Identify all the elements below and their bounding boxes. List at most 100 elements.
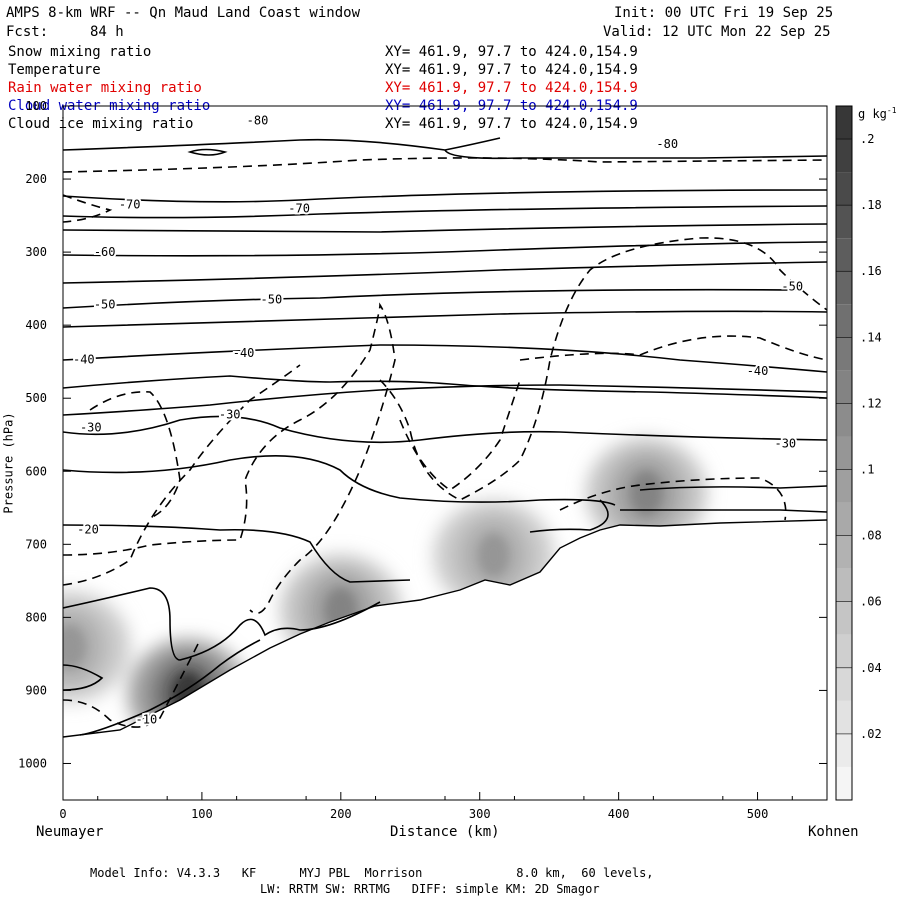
contour-inner-a bbox=[529, 499, 609, 533]
right-endpoint-label: Kohnen bbox=[808, 824, 859, 840]
y-tick-label: 900 bbox=[25, 683, 47, 697]
contour-lower-b bbox=[63, 664, 104, 691]
contour-label: -20 bbox=[77, 523, 99, 537]
colorbar-bin bbox=[836, 172, 852, 206]
left-endpoint-label: Neumayer bbox=[36, 824, 104, 840]
model-physics: LW: RRTM SW: RRTMG DIFF: simple KM: 2D S… bbox=[260, 882, 600, 896]
contour-minus-80b bbox=[187, 148, 228, 156]
snow-blob-core bbox=[63, 624, 86, 669]
colorbar-tick-label: .06 bbox=[860, 595, 882, 609]
contour-label: -30 bbox=[219, 407, 241, 421]
colorbar-tick-label: .14 bbox=[860, 330, 882, 344]
colorbar-bin bbox=[836, 667, 852, 701]
colorbar-bin bbox=[836, 304, 852, 338]
y-tick-label: 400 bbox=[25, 318, 47, 332]
colorbar-tick-label: .12 bbox=[860, 396, 882, 410]
x-axis: 0 100 200 300 400 500 bbox=[59, 792, 793, 821]
contour-label: -40 bbox=[233, 346, 255, 360]
colorbar-bin bbox=[836, 502, 852, 536]
colorbar-bin bbox=[836, 766, 852, 800]
colorbar-frame bbox=[835, 105, 853, 801]
snow-field bbox=[63, 438, 707, 737]
colorbar-bin bbox=[836, 634, 852, 668]
x-tick-label: 400 bbox=[608, 807, 630, 821]
contour-minus-30 bbox=[63, 415, 827, 444]
ice-contour-ridge bbox=[559, 477, 787, 521]
y-tick-label: 600 bbox=[25, 464, 47, 478]
field-name-snow: Snow mixing ratio bbox=[8, 44, 152, 60]
colorbar-bin bbox=[836, 403, 852, 437]
colorbar-bin bbox=[836, 469, 852, 503]
contour-minus-80c bbox=[444, 149, 827, 160]
contour-label: -80 bbox=[656, 137, 678, 151]
colorbar-bin bbox=[836, 106, 852, 140]
colorbar-tick-label: .16 bbox=[860, 264, 882, 278]
y-tick-label: 300 bbox=[25, 245, 47, 259]
snow-blob-core bbox=[477, 533, 510, 578]
contour-label: -10 bbox=[136, 713, 158, 727]
x-tick-label: 200 bbox=[330, 807, 352, 821]
snow-shading bbox=[63, 438, 707, 737]
colorbar-bin bbox=[836, 733, 852, 767]
y-axis: 100 200 300 400 500 600 700 800 900 1000 bbox=[18, 99, 827, 770]
colorbar-bin bbox=[836, 700, 852, 734]
ice-contour-lower-left bbox=[63, 364, 301, 586]
contour-minus-80a bbox=[63, 137, 501, 151]
cloud-ice-contours bbox=[63, 157, 827, 728]
field-xy-temperature: XY= 461.9, 97.7 to 424.0,154.9 bbox=[385, 62, 638, 78]
ice-contour-mid bbox=[399, 379, 521, 491]
colorbar-bin bbox=[836, 271, 852, 305]
ice-contour-low bbox=[63, 639, 201, 728]
contour-ridge2 bbox=[639, 485, 827, 491]
contour-label: -50 bbox=[781, 279, 803, 293]
ice-contour-right bbox=[519, 335, 827, 361]
contour-label: -40 bbox=[747, 364, 769, 378]
ice-contour-top bbox=[63, 157, 827, 173]
contour-minus-30b bbox=[63, 454, 616, 506]
colorbar-bin bbox=[836, 337, 852, 371]
contour-minus-70b bbox=[63, 205, 827, 219]
colorbar: .02 .04 .06 .08 .1 .12 .14 .16 .18 .2 bbox=[835, 105, 882, 801]
ice-contour-main bbox=[63, 302, 396, 615]
ice-contour-center bbox=[379, 237, 827, 501]
y-tick-label: 1000 bbox=[18, 756, 47, 770]
field-name-temperature: Temperature bbox=[8, 62, 101, 78]
x-tick-label: 0 bbox=[59, 807, 66, 821]
forecast-label: Fcst: bbox=[6, 24, 49, 40]
y-tick-label: 100 bbox=[25, 99, 47, 113]
field-xy-cloud-ice: XY= 461.9, 97.7 to 424.0,154.9 bbox=[385, 116, 638, 132]
y-tick-label: 500 bbox=[25, 391, 47, 405]
colorbar-bin bbox=[836, 139, 852, 173]
x-tick-label: 100 bbox=[191, 807, 213, 821]
terrain-surface bbox=[62, 519, 828, 738]
colorbar-bin bbox=[836, 568, 852, 602]
contour-minus-40 bbox=[63, 375, 827, 399]
contour-minus-70a bbox=[63, 189, 827, 203]
ice-contour-left-loop bbox=[89, 391, 181, 519]
contour-label: -50 bbox=[94, 298, 116, 312]
contour-minus-60 bbox=[63, 241, 827, 257]
y-axis-title: Pressure (hPa) bbox=[1, 412, 16, 514]
contour-minus-20 bbox=[63, 524, 411, 583]
contour-minus-60b bbox=[63, 261, 827, 284]
colorbar-tick-label: .02 bbox=[860, 727, 882, 741]
contour-label: -80 bbox=[247, 114, 269, 128]
colorbar-bin bbox=[836, 238, 852, 272]
colorbar-tick-label: .04 bbox=[860, 661, 882, 675]
snow-blob-core bbox=[630, 471, 663, 516]
contour-label: -40 bbox=[73, 352, 95, 366]
colorbar-bin bbox=[836, 601, 852, 635]
colorbar-tick-label: .18 bbox=[860, 198, 882, 212]
contour-minus-50 bbox=[63, 288, 801, 309]
contour-minus-50b bbox=[63, 310, 827, 328]
contour-label: -50 bbox=[261, 293, 283, 307]
forecast-hours: 84 h bbox=[90, 24, 124, 40]
contour-minus-70c bbox=[63, 223, 827, 233]
x-axis-title: Distance (km) bbox=[390, 824, 500, 840]
colorbar-bin bbox=[836, 370, 852, 404]
contour-lower-a bbox=[63, 587, 381, 661]
contour-minus-40b bbox=[63, 384, 827, 416]
colorbar-bin bbox=[836, 535, 852, 569]
contour-labels: -80 -80 -70 -70 -60 -50 -50 -50 -40 -40 -40 -30 -30 -… bbox=[71, 112, 805, 729]
